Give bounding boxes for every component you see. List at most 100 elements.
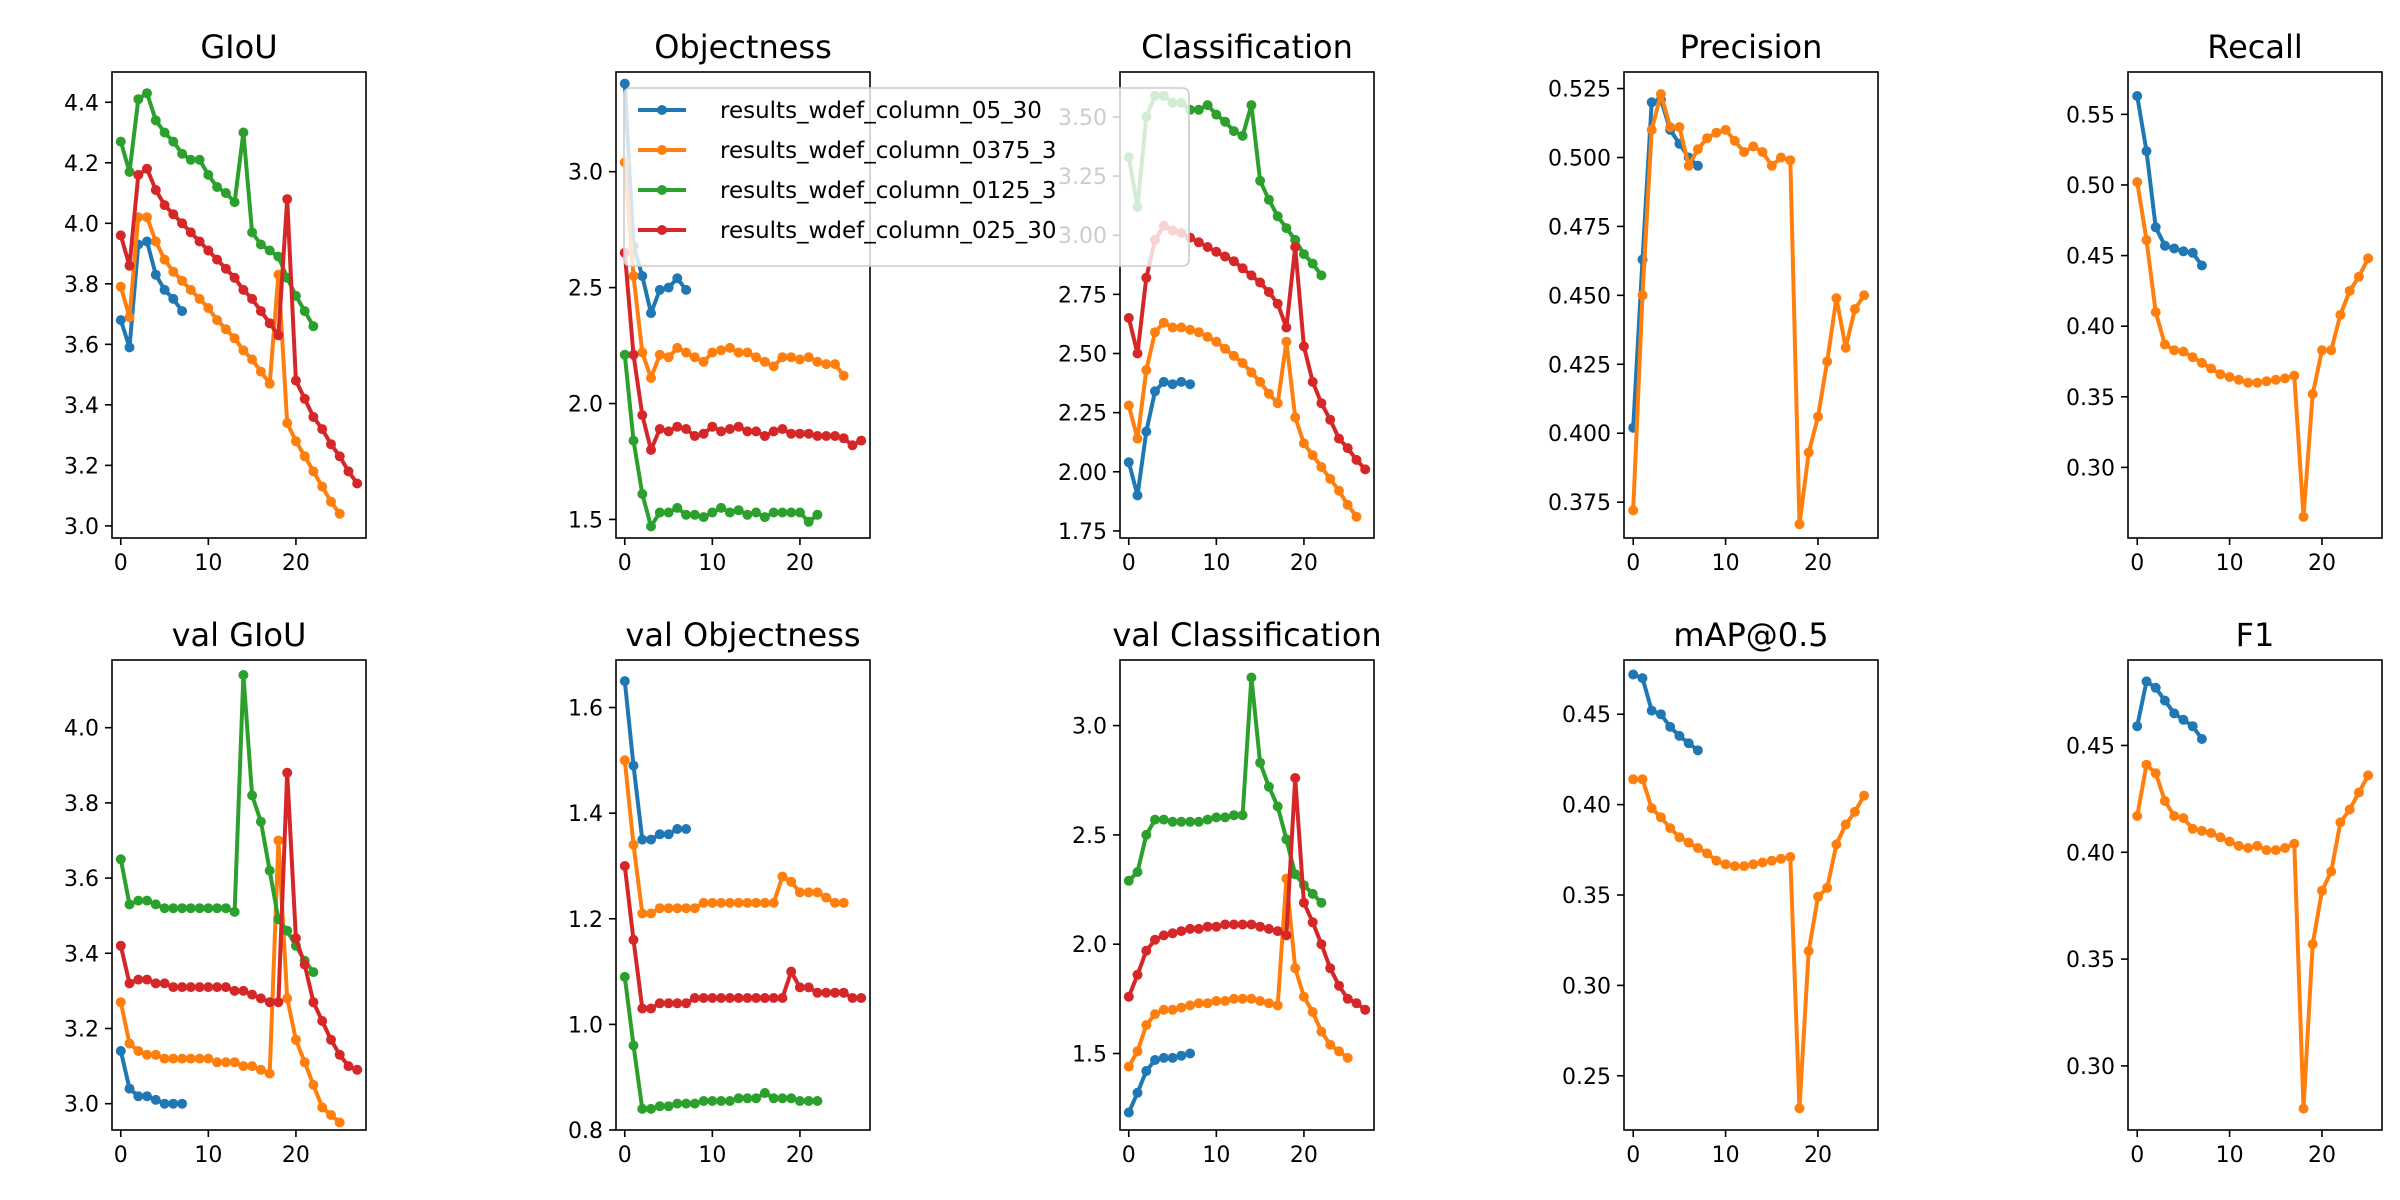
- data-point: [654, 349, 665, 360]
- y-tick-label: 0.525: [1548, 78, 1611, 103]
- data-point: [133, 895, 144, 906]
- y-tick-label: 0.425: [1548, 353, 1611, 378]
- data-point: [317, 1102, 328, 1113]
- data-point: [1665, 823, 1676, 834]
- data-point: [2280, 373, 2290, 384]
- x-tick-label: 10: [1202, 1143, 1230, 1168]
- axes-frame: [1623, 659, 1879, 1131]
- data-point: [1272, 801, 1283, 812]
- data-point: [1141, 1066, 1152, 1076]
- data-point: [229, 1057, 240, 1068]
- data-point: [1150, 814, 1160, 825]
- data-point: [212, 1057, 223, 1068]
- data-point: [290, 933, 301, 944]
- data-point: [1849, 806, 1860, 817]
- data-point: [282, 767, 293, 778]
- subplot-title-recall: Recall: [2207, 28, 2302, 66]
- data-point: [1298, 438, 1309, 449]
- data-point: [1202, 242, 1213, 252]
- data-point: [751, 426, 762, 437]
- data-point: [698, 512, 709, 523]
- data-point: [663, 282, 674, 293]
- y-tick-label: 3.0: [64, 515, 99, 540]
- data-point: [1255, 921, 1266, 932]
- data-point: [619, 861, 630, 871]
- subplot-title-val-giou: val GIoU: [172, 616, 307, 654]
- data-point: [1141, 1020, 1152, 1031]
- x-tick-label: 0: [1626, 551, 1640, 576]
- data-point: [698, 428, 709, 439]
- data-point: [786, 428, 797, 439]
- data-point: [1193, 237, 1204, 248]
- data-point: [247, 1061, 258, 1072]
- legend-entry: results_wdef_column_0125_3: [638, 178, 1057, 204]
- subplot-title-map-at-0-5: mAP@0.5: [1673, 616, 1828, 654]
- data-point: [264, 1068, 275, 1079]
- data-point: [681, 509, 692, 520]
- data-point: [326, 439, 336, 450]
- data-point: [1228, 350, 1239, 361]
- data-point: [856, 435, 867, 446]
- data-point: [1298, 991, 1309, 1002]
- data-point: [1228, 256, 1239, 267]
- data-point: [185, 1053, 196, 1064]
- data-point: [1123, 1107, 1134, 1118]
- data-point: [1720, 859, 1731, 870]
- data-point: [124, 260, 135, 271]
- data-point: [299, 306, 310, 317]
- data-point: [1316, 462, 1327, 472]
- data-point: [768, 426, 779, 437]
- data-point: [812, 356, 823, 367]
- data-point: [308, 466, 319, 477]
- data-point: [2326, 345, 2337, 356]
- data-point: [1176, 1050, 1187, 1061]
- subplot-title-classification: Classification: [1141, 28, 1353, 66]
- data-point: [2159, 339, 2170, 350]
- x-tick-label: 10: [194, 551, 222, 576]
- data-point: [2298, 511, 2309, 522]
- x-tick-label: 20: [282, 551, 310, 576]
- data-point: [654, 903, 665, 914]
- y-tick-label: 1.5: [1072, 1042, 1107, 1067]
- data-point: [220, 982, 231, 993]
- series-2: [619, 755, 849, 919]
- data-point: [646, 1003, 656, 1014]
- data-point: [1272, 398, 1283, 409]
- data-point: [299, 959, 310, 970]
- legend-marker: [657, 225, 667, 235]
- legend-label: results_wdef_column_025_30: [720, 218, 1057, 244]
- data-point: [1141, 829, 1152, 840]
- data-point: [334, 508, 345, 519]
- data-point: [1849, 304, 1860, 315]
- x-tick-label: 20: [2308, 1143, 2336, 1168]
- data-point: [830, 431, 840, 441]
- data-point: [2169, 708, 2180, 719]
- data-point: [1255, 175, 1266, 186]
- data-point: [290, 436, 301, 447]
- data-point: [654, 1101, 665, 1112]
- y-tick-label: 1.6: [568, 697, 603, 722]
- y-tick-label: 4.0: [64, 212, 99, 237]
- x-tick-label: 0: [1122, 551, 1136, 576]
- data-point: [847, 440, 858, 451]
- data-point: [637, 271, 648, 281]
- subplot-f1: F1 0 10 20 0.30 0.35 0.40 0.45: [2066, 616, 2383, 1168]
- data-point: [1665, 721, 1676, 732]
- data-point: [1334, 980, 1344, 991]
- data-point: [264, 318, 275, 329]
- x-tick-label: 10: [1712, 551, 1740, 576]
- legend-marker: [657, 145, 667, 155]
- data-point: [115, 230, 126, 241]
- data-point: [1351, 998, 1362, 1009]
- data-point: [2196, 734, 2207, 744]
- data-point: [326, 496, 336, 507]
- data-point: [124, 342, 135, 353]
- data-point: [2159, 240, 2170, 251]
- data-point: [681, 824, 692, 834]
- data-point: [794, 354, 805, 365]
- data-point: [115, 1046, 126, 1056]
- y-tick-label: 1.5: [568, 508, 603, 533]
- data-point: [1757, 857, 1768, 868]
- data-point: [220, 903, 231, 914]
- data-point: [247, 354, 258, 365]
